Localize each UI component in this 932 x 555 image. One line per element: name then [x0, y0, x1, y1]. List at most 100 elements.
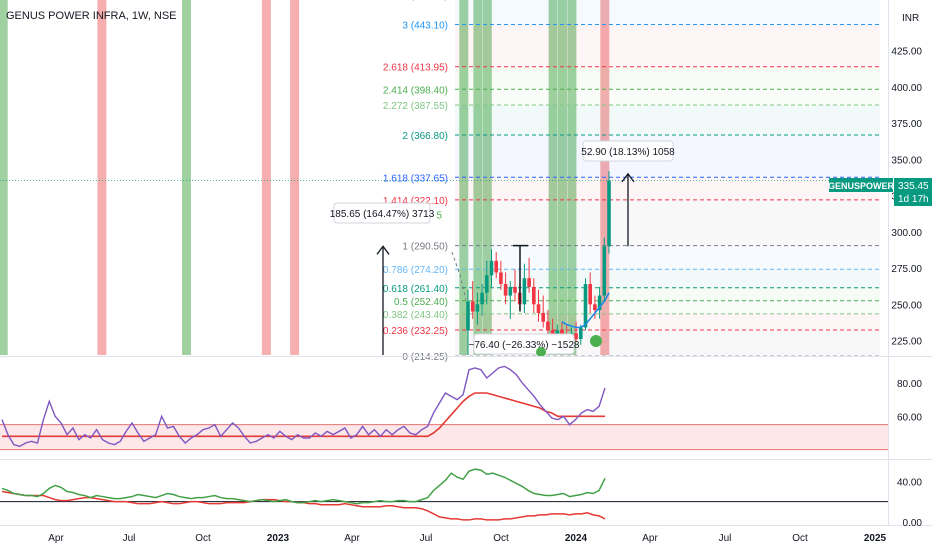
zone-green-1 [0, 0, 8, 355]
measure-label-2-text: 52.90 (18.13%) 1058 [581, 147, 675, 158]
candle [494, 252, 498, 279]
time-tick: 2025 [864, 533, 887, 544]
price-tick: 425.00 [891, 47, 922, 58]
measure-arrow-1 [376, 245, 390, 355]
candle [536, 289, 541, 322]
fib-band-2 [455, 300, 880, 314]
fib-band-11 [455, 66, 880, 90]
measure-label-2-box [582, 140, 674, 162]
zone-red-5 [290, 0, 300, 355]
fib-label-3: 3 (443.10) [402, 20, 448, 31]
fib-label-0.382: 0.382 (243.40) [383, 310, 448, 321]
price-tick: 400.00 [891, 83, 922, 94]
fib-partial-label: 5 [436, 210, 442, 221]
candle [588, 272, 592, 313]
price-tag-symbol: GENUSPOWER [828, 181, 895, 191]
candle [532, 278, 536, 313]
fib-label-2.272: 2.272 (387.55) [383, 101, 448, 112]
dmi-tick: 40.00 [897, 477, 922, 488]
candle [466, 289, 470, 355]
candle [470, 281, 475, 319]
signal-marker [590, 335, 602, 347]
fib-label-0.618: 0.618 (261.40) [383, 284, 448, 295]
time-axis[interactable]: Apr Jul Oct 2023 Apr Jul Oct 2024 Apr Jul Oct 2025 [48, 533, 886, 544]
fib-label-3.272: 3.272 (463.85) [383, 0, 448, 1]
fib-label-2.618: 2.618 (413.95) [383, 63, 448, 74]
candle [489, 249, 494, 287]
candle [513, 269, 517, 302]
candle [602, 237, 607, 302]
price-tick: 225.00 [891, 337, 922, 348]
rsi-line [1, 365, 606, 448]
measure-label-3[interactable]: −76.40 (−26.33%) −1528 [469, 333, 580, 355]
projection-line [451, 251, 467, 301]
rsi-pane [0, 365, 888, 451]
zone-green-3 [182, 0, 191, 355]
dmi-plus-line [1, 468, 606, 505]
candle [541, 295, 545, 328]
candle [583, 278, 588, 331]
rsi-band [0, 424, 888, 450]
candle [574, 321, 578, 342]
price-tag-countdown: 1d 17h [898, 194, 929, 205]
measure-label-2[interactable]: 52.90 (18.13%) 1058 [581, 140, 675, 162]
measure-label-1-text: 185.65 (164.47%) 3713 [330, 209, 435, 220]
fib-band-3 [455, 287, 880, 301]
fib-label-0: 0 (214.25) [402, 352, 448, 363]
measure-label-3-text: −76.40 (−26.33%) −1528 [469, 340, 580, 351]
candle [508, 281, 513, 319]
candle [593, 295, 597, 319]
signal-marker [536, 347, 546, 357]
fib-band-7 [455, 177, 880, 200]
rsi-tick: 60.00 [897, 412, 922, 423]
rsi-tick: 80.00 [897, 379, 922, 390]
fib-band-4 [455, 269, 880, 288]
fib-band-10 [455, 89, 880, 105]
fib-label-1: 1 (290.50) [402, 242, 448, 253]
price-tick: 300.00 [891, 228, 922, 239]
dmi-tick: 0.00 [903, 518, 923, 529]
time-tick: Jul [719, 533, 732, 544]
time-tick: Oct [195, 533, 211, 544]
time-tick: Apr [642, 533, 658, 544]
time-tick: 2023 [267, 533, 290, 544]
fib-band-9 [455, 104, 880, 136]
zone-red-4 [261, 0, 271, 355]
time-tick: 2024 [565, 533, 588, 544]
time-tick: Apr [344, 533, 360, 544]
candle [499, 260, 503, 290]
fib-label-2: 2 (366.80) [402, 131, 448, 142]
fib-label-1.414: 1.414 (322.10) [383, 196, 448, 207]
measure-arrow-2 [621, 172, 635, 247]
price-tag-value: 335.45 [898, 181, 929, 192]
candle [480, 284, 484, 316]
price-tick: 375.00 [891, 119, 922, 130]
measure-label-3-box [473, 333, 575, 355]
zone-green-8 [482, 0, 492, 355]
fib-label-0.786: 0.786 (274.20) [383, 265, 448, 276]
dmi-pane [0, 468, 888, 521]
fib-band-13 [455, 0, 880, 25]
measure-label-1-box [333, 202, 431, 224]
fib-label-0.236: 0.236 (232.25) [383, 326, 448, 337]
time-tick: Oct [792, 533, 808, 544]
candle [475, 292, 480, 325]
ema-line [561, 292, 610, 329]
time-tick: Apr [48, 533, 64, 544]
measure-label-1[interactable]: 185.65 (164.47%) 3713 [330, 202, 435, 224]
time-tick: Jul [123, 533, 136, 544]
fib-label-1.618: 1.618 (337.65) [383, 173, 448, 184]
candle [522, 263, 527, 313]
fib-band-1 [455, 313, 880, 331]
price-tick: 275.00 [891, 264, 922, 275]
fib-band-12 [455, 24, 880, 67]
candle [503, 272, 508, 305]
chart-title: GENUS POWER INFRA, 1W, NSE [6, 10, 177, 22]
fib-label-2.414: 2.414 (398.40) [383, 85, 448, 96]
candle [597, 286, 602, 319]
fib-band-6 [455, 199, 880, 246]
candle [527, 257, 531, 293]
price-tick: 250.00 [891, 300, 922, 311]
